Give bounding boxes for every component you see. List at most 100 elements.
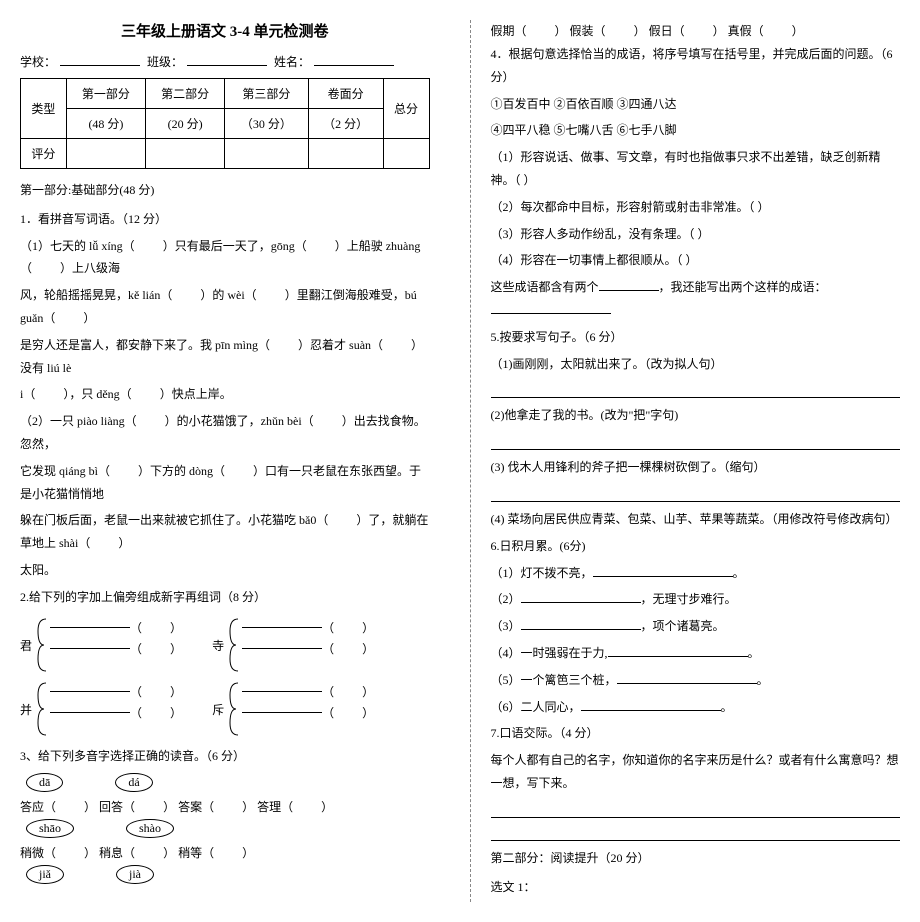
blank <box>293 800 321 814</box>
q6-line: （3），项个诸葛亮。 <box>491 615 901 638</box>
brace-lines: （ ） （ ） <box>50 681 182 723</box>
text: （2） <box>491 592 521 606</box>
oval-row: shāo shào <box>20 817 430 840</box>
text: 风，轮船摇摇晃晃，kě lián（ <box>20 288 172 302</box>
name-label: 姓名： <box>274 55 310 69</box>
q4-line: （3）形容人多动作纷乱，没有条理。（ ） <box>491 223 901 246</box>
brace-line: （ ） <box>50 619 182 636</box>
blank <box>521 629 641 630</box>
text: 答应（ <box>20 800 56 814</box>
pinyin-oval: shào <box>126 819 174 838</box>
q4-opt: ④四平八稳 ⑤七嘴八舌 ⑥七手八脚 <box>491 119 901 142</box>
xuan-wen: 选文 1： <box>491 876 901 899</box>
text: ） <box>83 311 95 325</box>
brace-icon <box>36 617 50 673</box>
text: ） <box>242 846 254 860</box>
right-column: 假期（ ） 假装（ ） 假日（ ） 真假（ ） 4．根据句意选择恰当的成语，将序… <box>470 20 901 902</box>
q7-title: 7.口语交际。（4 分） <box>491 722 901 745</box>
blank <box>328 513 356 527</box>
brace-group: 寺 （ ） （ ） <box>212 617 374 673</box>
cell-blank <box>146 139 225 169</box>
school-label: 学校： <box>20 55 56 69</box>
text: （5）一个篱笆三个桩， <box>491 673 617 687</box>
q1-title: 1．看拼音写词语。（12 分） <box>20 208 430 231</box>
class-label: 班级： <box>147 55 183 69</box>
brace-char: 君 <box>20 617 36 654</box>
brace-line: （ ） <box>50 683 182 700</box>
left-column: 三年级上册语文 3-4 单元检测卷 学校： 班级： 姓名： 类型 第一部分 第二… <box>20 20 430 902</box>
school-blank <box>60 65 140 66</box>
brace-group: 君 （ ） （ ） <box>20 617 182 673</box>
q6-line: （4）一时强弱在于力,。 <box>491 642 901 665</box>
brace-lines: （ ） （ ） <box>242 617 374 659</box>
brace-group: 并 （ ） （ ） <box>20 681 182 737</box>
blank <box>608 656 748 657</box>
part1-header: 第一部分:基础部分(48 分) <box>20 179 430 202</box>
sub-p2: (20 分) <box>146 109 225 139</box>
answer-line <box>491 433 901 450</box>
q4-line: （4）形容在一切事情上都很顺从。（ ） <box>491 249 901 272</box>
blank <box>142 683 170 700</box>
brace-icon <box>228 617 242 673</box>
sub-p4: （2 分） <box>308 109 383 139</box>
cell-blank <box>308 139 383 169</box>
blank <box>314 414 342 428</box>
blank <box>132 387 160 401</box>
q4-line: （1）形容说话、做事、写文章，有时也指做事只求不出差错，缺乏创新精神。（ ） <box>491 146 901 192</box>
brace-icon <box>36 681 50 737</box>
answer-line <box>491 824 901 841</box>
blank <box>521 602 641 603</box>
q6-line: （1）灯不拨不亮，。 <box>491 562 901 585</box>
text: ） <box>792 24 804 38</box>
text: ） 稍等（ <box>163 846 214 860</box>
brace-line: （ ） <box>50 640 182 657</box>
blank <box>257 288 285 302</box>
brace-char: 斥 <box>212 681 228 718</box>
blank <box>56 800 84 814</box>
brace-line: （ ） <box>242 704 374 721</box>
blank <box>242 627 322 628</box>
blank <box>606 24 634 38</box>
blank <box>55 311 83 325</box>
text: ）下方的 dòng（ <box>138 464 225 478</box>
text: （1）灯不拨不亮， <box>491 566 593 580</box>
text: （3） <box>491 619 521 633</box>
sub-p1: (48 分) <box>66 109 145 139</box>
pinyin-oval: shāo <box>26 819 74 838</box>
blank <box>599 290 659 291</box>
blank <box>214 846 242 860</box>
score-table: 类型 第一部分 第二部分 第三部分 卷面分 总分 (48 分) (20 分) （… <box>20 78 430 169</box>
text: ） 真假（ <box>713 24 764 38</box>
brace-char: 寺 <box>212 617 228 654</box>
blank <box>491 313 611 314</box>
blank <box>50 712 130 713</box>
brace-lines: （ ） （ ） <box>242 681 374 723</box>
text: i（ <box>20 387 35 401</box>
text: ），只 děng（ <box>63 387 131 401</box>
table-row: 类型 第一部分 第二部分 第三部分 卷面分 总分 <box>21 79 430 109</box>
q7-body: 每个人都有自己的名字，你知道你的名字来历是什么？或者有什么寓意吗？想一想，写下来… <box>491 749 901 795</box>
q1-line: 躲在门板后面，老鼠一出来就被它抓住了。小花猫吃 bǎ0（ ）了，就躺在草地上 s… <box>20 509 430 555</box>
text: （6）二人同心， <box>491 700 581 714</box>
doc-title: 三年级上册语文 3-4 单元检测卷 <box>20 20 430 41</box>
q4-title: 4．根据句意选择恰当的成语，将序号填写在括号里，并完成后面的问题。（6 分） <box>491 43 901 89</box>
answer-line <box>491 381 901 398</box>
text: ）只有最后一天了，gōng（ <box>163 239 307 253</box>
part2-header: 第二部分：阅读提升（20 分） <box>491 847 901 870</box>
pinyin-oval: jiǎ <box>26 865 64 884</box>
text: ，我还能写出两个这样的成语： <box>659 280 827 294</box>
brace-icon <box>228 681 242 737</box>
text: ） 回答（ <box>84 800 135 814</box>
answer-row: 答应（ ） 回答（ ） 答案（ ） 答理（ ） <box>20 798 430 815</box>
oval-row: jiǎ jià <box>20 863 430 886</box>
jia-row: 假期（ ） 假装（ ） 假日（ ） 真假（ ） <box>491 22 901 39</box>
brace-pairs: 并 （ ） （ ） 斥 （ ） （ ） <box>20 677 430 741</box>
blank <box>142 640 170 657</box>
blank <box>334 683 362 700</box>
answer-row: 稍微（ ） 稍息（ ） 稍等（ ） <box>20 844 430 861</box>
th-p2: 第二部分 <box>146 79 225 109</box>
brace-line: （ ） <box>242 683 374 700</box>
brace-line: （ ） <box>242 640 374 657</box>
row-label: 评分 <box>21 139 67 169</box>
blank <box>270 338 298 352</box>
